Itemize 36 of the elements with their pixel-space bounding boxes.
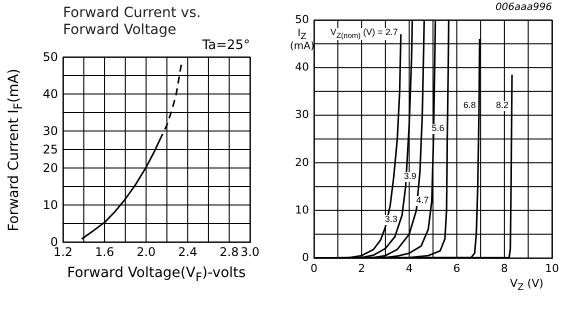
y-tick-label: 20: [295, 156, 309, 169]
annotation: V$_{Z(nom)}$ (V) = 2.7: [329, 27, 399, 40]
chart-title: Forward Current vs. Forward Voltage: [63, 5, 201, 38]
annotation: 5.6: [430, 124, 446, 134]
x-tick-label: 6: [453, 262, 460, 275]
annotation: 3.3: [384, 214, 398, 225]
annotation: 3.9: [402, 171, 418, 182]
x-tick-label: 2.8: [220, 245, 239, 259]
y-tick-label: 10: [42, 198, 58, 212]
y-tick-label: 40: [295, 60, 309, 74]
y-tick-label: 10: [295, 203, 309, 216]
x-axis-title: V$_{Z}$ (V): [510, 277, 544, 294]
y-tick-label: 20: [42, 161, 58, 175]
x-tick-label: 2.0: [136, 245, 156, 259]
x-tick-label: 0: [310, 262, 318, 275]
x-tick-label: 4: [406, 262, 413, 275]
annotation: 6.8: [462, 100, 477, 111]
annotation: 8.2: [495, 100, 510, 111]
y-tick-label: 50: [42, 50, 58, 64]
x-axis-title: Forward Voltage(V$_{F}$)-volts: [67, 265, 246, 284]
x-tick-label: 2: [358, 262, 366, 275]
x-tick-label: 1.2: [53, 245, 73, 259]
text: 006aaa996: [495, 2, 552, 13]
text: Ta=25°: [202, 38, 250, 54]
x-tick-label: 2.4: [178, 245, 198, 259]
y-tick-label: 40: [42, 87, 58, 101]
y-tick-label: 25: [42, 142, 58, 156]
annotation: 4.7: [415, 194, 430, 206]
y-tick-label: 30: [42, 124, 58, 138]
y-tick-label: 50: [295, 13, 309, 26]
x-tick-label: 10: [545, 262, 559, 275]
x-tick-label: 3.0: [240, 245, 260, 259]
x-tick-label: 1.6: [95, 245, 114, 259]
y-axis-title: I$_{Z}$ (mA): [290, 28, 314, 52]
x-tick-label: 8: [500, 262, 508, 275]
y-tick-label: 30: [295, 108, 309, 122]
